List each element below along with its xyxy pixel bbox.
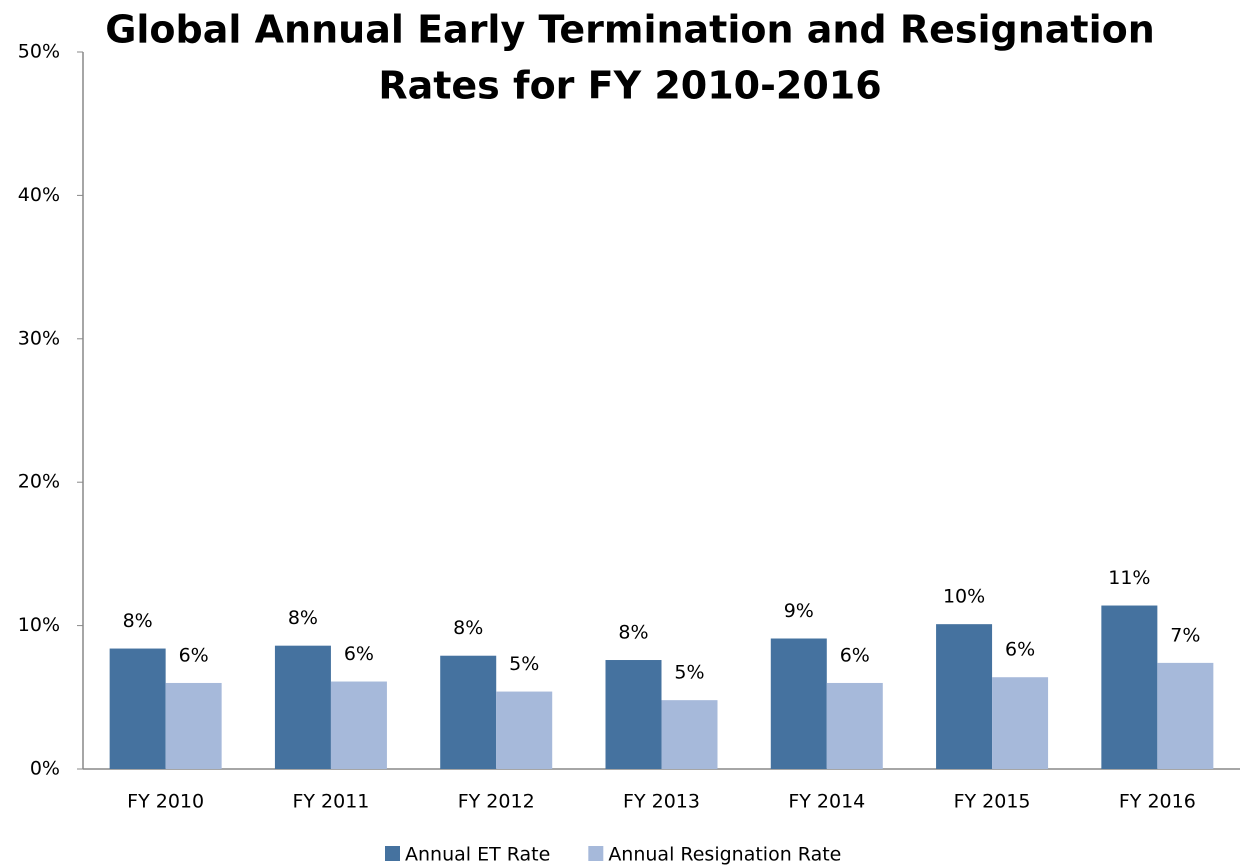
data-label: 6% xyxy=(179,644,209,666)
data-label: 9% xyxy=(784,600,814,622)
y-tick-label: 40% xyxy=(18,184,60,206)
bar xyxy=(936,624,993,769)
bar xyxy=(274,645,331,769)
bar xyxy=(770,638,827,769)
bar xyxy=(330,681,387,769)
data-label: 7% xyxy=(1170,624,1200,646)
y-tick-label: 0% xyxy=(30,758,60,780)
legend-label: Annual ET Rate xyxy=(405,844,550,866)
y-tick-label: 10% xyxy=(18,614,60,636)
legend-swatch xyxy=(588,846,604,861)
data-label: 8% xyxy=(123,610,153,632)
data-label: 8% xyxy=(453,617,483,639)
data-label: 8% xyxy=(288,607,318,629)
y-tick-label: 20% xyxy=(18,471,60,493)
chart-title: Global Annual Early Termination and Resi… xyxy=(105,8,1155,52)
bar xyxy=(165,682,222,769)
data-label: 11% xyxy=(1108,567,1150,589)
bar xyxy=(1157,662,1214,769)
data-label: 6% xyxy=(1005,639,1035,661)
y-tick-label: 30% xyxy=(18,327,60,349)
legend-swatch xyxy=(385,846,400,861)
x-tick-label: FY 2012 xyxy=(458,791,535,813)
data-label: 5% xyxy=(509,653,539,675)
chart-title: Rates for FY 2010-2016 xyxy=(378,64,881,108)
data-label: 6% xyxy=(840,644,870,666)
bar xyxy=(992,677,1049,769)
x-tick-label: FY 2016 xyxy=(1119,791,1196,813)
x-tick-label: FY 2014 xyxy=(788,791,865,813)
bar xyxy=(440,655,497,769)
bar xyxy=(605,660,662,769)
x-tick-label: FY 2010 xyxy=(127,791,204,813)
data-label: 10% xyxy=(943,586,985,608)
x-tick-label: FY 2015 xyxy=(954,791,1031,813)
bar xyxy=(826,682,883,769)
x-tick-label: FY 2011 xyxy=(292,791,369,813)
y-tick-label: 50% xyxy=(18,41,60,63)
bar xyxy=(109,648,166,769)
bar xyxy=(496,691,553,769)
data-label: 5% xyxy=(674,662,704,684)
x-tick-label: FY 2013 xyxy=(623,791,700,813)
legend-label: Annual Resignation Rate xyxy=(608,844,841,866)
data-label: 8% xyxy=(618,622,648,644)
data-label: 6% xyxy=(344,643,374,665)
bar xyxy=(1101,605,1158,769)
bar xyxy=(661,700,718,769)
